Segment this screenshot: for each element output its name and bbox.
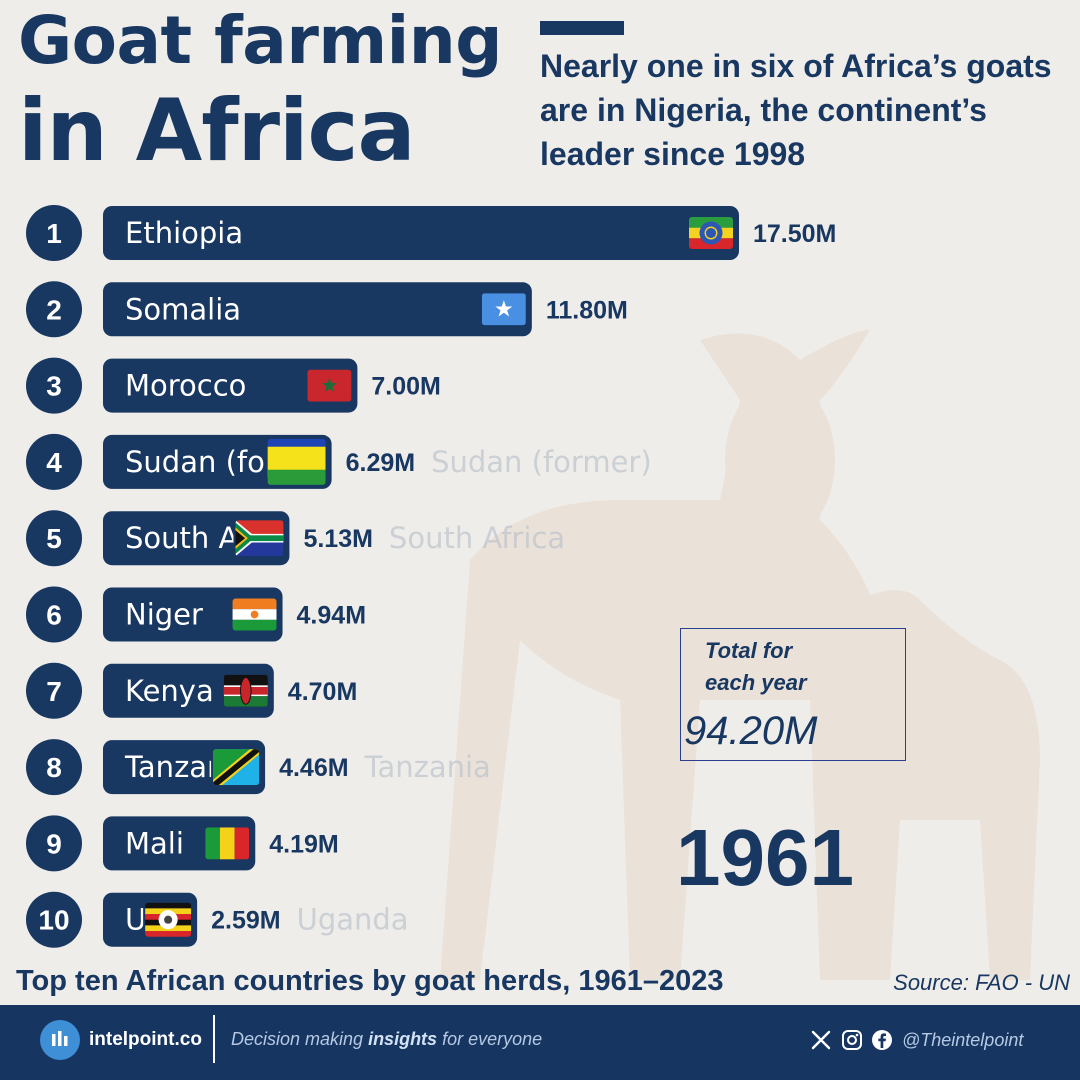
rank-label-7: 7 xyxy=(46,676,62,707)
bar-label-south-africa: South Africa xyxy=(125,521,301,555)
total-box: Total for each year 94.20M xyxy=(680,628,906,761)
value-label-uganda: 2.59M xyxy=(211,907,280,935)
rank-label-4: 4 xyxy=(46,447,62,478)
footer-divider xyxy=(213,1015,215,1063)
x-icon[interactable] xyxy=(810,1029,832,1051)
value-label-sudan-former: 6.29M xyxy=(346,449,415,477)
rank-circle-8 xyxy=(26,739,82,796)
footer: intelpoint.co Decision making insights f… xyxy=(0,1005,1080,1080)
somalia-flag-icon xyxy=(481,293,526,326)
value-label-niger: 4.94M xyxy=(297,602,366,630)
ghost-label-uganda: Uganda xyxy=(297,903,409,937)
source-label: Source: FAO - UN xyxy=(893,970,1070,995)
kenya-flag-icon xyxy=(223,674,268,707)
bar-label-sudan-former: Sudan (former) xyxy=(125,445,346,479)
ethiopia-flag-icon xyxy=(689,217,733,249)
rank-label-8: 8 xyxy=(46,752,62,783)
value-label-kenya: 4.70M xyxy=(288,678,357,706)
tagline-bold: insights xyxy=(368,1029,438,1049)
bar-ethiopia xyxy=(103,206,739,260)
title-line-2: in Africa xyxy=(18,81,416,181)
page-subtitle: Nearly one in six of Africa’s goats are … xyxy=(540,48,1052,172)
bar-label-kenya: Kenya xyxy=(125,674,214,708)
rank-circle-10 xyxy=(26,891,82,948)
bar-label-morocco: Morocco xyxy=(125,369,246,403)
page-title: Goat farming in Africa xyxy=(18,2,503,181)
bar-label-tanzania: Tanzania xyxy=(124,750,251,784)
value-label-tanzania: 4.46M xyxy=(279,754,348,782)
accent-bar xyxy=(540,21,624,35)
tanzania-flag-icon xyxy=(213,749,260,786)
bar-label-uganda: Uganda xyxy=(125,903,237,937)
rank-label-5: 5 xyxy=(46,523,62,554)
rank-label-9: 9 xyxy=(46,828,62,859)
ghost-label-south-africa: South Africa xyxy=(389,521,565,555)
bar-label-ethiopia: Ethiopia xyxy=(125,216,243,250)
logo-text[interactable]: intelpoint.co xyxy=(89,1029,202,1050)
rank-circle-5 xyxy=(26,510,82,567)
rank-circle-3 xyxy=(26,357,82,414)
mali-flag-icon xyxy=(205,827,250,860)
rank-circle-9 xyxy=(26,815,82,872)
bar-label-niger: Niger xyxy=(125,598,203,632)
title-line-1: Goat farming xyxy=(18,2,503,79)
bar-label-somalia: Somalia xyxy=(125,292,241,326)
tagline-post: for everyone xyxy=(437,1029,543,1049)
year-label: 1961 xyxy=(676,813,854,902)
sudan-former-flag-icon xyxy=(267,438,326,485)
instagram-icon[interactable] xyxy=(841,1029,863,1051)
facebook-icon[interactable] xyxy=(871,1029,893,1051)
bar-morocco xyxy=(103,358,358,413)
morocco-flag-icon xyxy=(307,369,352,402)
ghost-label-sudan-former: Sudan (former) xyxy=(431,445,652,479)
ghost-label-tanzania: Tanzania xyxy=(364,750,491,784)
uganda-flag-icon xyxy=(145,902,192,937)
south-africa-flag-icon xyxy=(235,520,284,557)
tagline: Decision making insights for everyone xyxy=(231,1029,542,1050)
total-label: Total for each year xyxy=(705,635,807,699)
total-label-line-1: Total for xyxy=(705,638,793,663)
bar-label-mali: Mali xyxy=(125,826,184,860)
value-label-south-africa: 5.13M xyxy=(303,525,372,553)
niger-flag-icon xyxy=(232,598,277,631)
rank-circle-6 xyxy=(26,586,82,643)
rank-circle-7 xyxy=(26,662,82,719)
value-label-somalia: 11.80M xyxy=(546,296,628,324)
value-label-mali: 4.19M xyxy=(269,830,338,858)
rank-label-6: 6 xyxy=(46,600,62,631)
bar-somalia xyxy=(103,282,532,337)
intelpoint-logo-icon[interactable] xyxy=(40,1020,80,1060)
social-handle[interactable]: @Theintelpoint xyxy=(902,1030,1024,1050)
rank-label-1: 1 xyxy=(46,218,62,249)
rank-circle-4 xyxy=(26,433,82,490)
rank-label-10: 10 xyxy=(38,905,69,936)
value-label-morocco: 7.00M xyxy=(371,373,440,401)
rank-label-2: 2 xyxy=(46,294,62,325)
tagline-pre: Decision making xyxy=(231,1029,369,1049)
rank-label-3: 3 xyxy=(46,371,62,402)
total-label-line-2: each year xyxy=(705,670,807,695)
value-label-ethiopia: 17.50M xyxy=(753,220,836,248)
rank-circle-1 xyxy=(26,205,82,261)
total-value: 94.20M xyxy=(684,709,818,753)
chart-caption: Top ten African countries by goat herds,… xyxy=(16,965,724,997)
rank-circle-2 xyxy=(26,281,82,338)
